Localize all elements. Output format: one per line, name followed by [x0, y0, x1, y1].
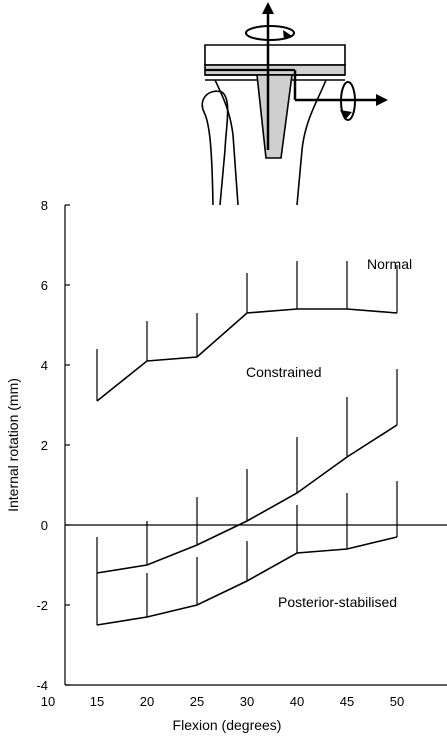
y-axis-title: Internal rotation (mm) [5, 378, 21, 512]
series-posterior-stabilised [96, 481, 398, 626]
rotation-axis-horizontal-icon [205, 68, 388, 121]
x-tick-label: 10 [41, 694, 55, 709]
series-layer [96, 261, 398, 626]
y-tick-label: -2 [36, 598, 48, 613]
x-tick-label: 45 [340, 694, 354, 709]
x-tick-label: 40 [290, 694, 304, 709]
tibia-bone-icon [214, 79, 327, 206]
y-tick-label: 4 [41, 358, 48, 373]
x-tick-label: 25 [190, 694, 204, 709]
x-tick-label: 20 [140, 694, 154, 709]
rotation-axis-vertical-icon [245, 2, 295, 150]
annotation-posterior-stabilised: Posterior-stabilised [278, 594, 397, 610]
y-tick-label: -4 [36, 678, 48, 693]
fibula-bone-icon [201, 90, 229, 206]
chart-area: -4 -2 0 2 4 6 8 10 15 20 25 30 40 45 50 Internal rota… [5, 198, 447, 733]
x-axis-ticks: 10 15 20 25 30 40 45 50 [41, 694, 404, 709]
x-tick-label: 15 [90, 694, 104, 709]
series-line [96, 308, 398, 402]
series-normal [96, 261, 398, 402]
annotation-constrained: Constrained [246, 364, 322, 380]
x-axis-title: Flexion (degrees) [173, 717, 282, 733]
x-tick-label: 30 [240, 694, 254, 709]
knee-implant-diagram [201, 2, 388, 206]
y-tick-label: 2 [41, 438, 48, 453]
y-tick-label: 8 [41, 198, 48, 213]
tibial-stem-icon [256, 74, 293, 159]
series-constrained [96, 369, 398, 574]
annotation-normal: Normal [367, 256, 412, 272]
y-axis-ticks: -4 -2 0 2 4 6 8 [36, 198, 70, 693]
y-tick-label: 6 [41, 278, 48, 293]
x-tick-label: 50 [390, 694, 404, 709]
y-tick-label: 0 [41, 518, 48, 533]
